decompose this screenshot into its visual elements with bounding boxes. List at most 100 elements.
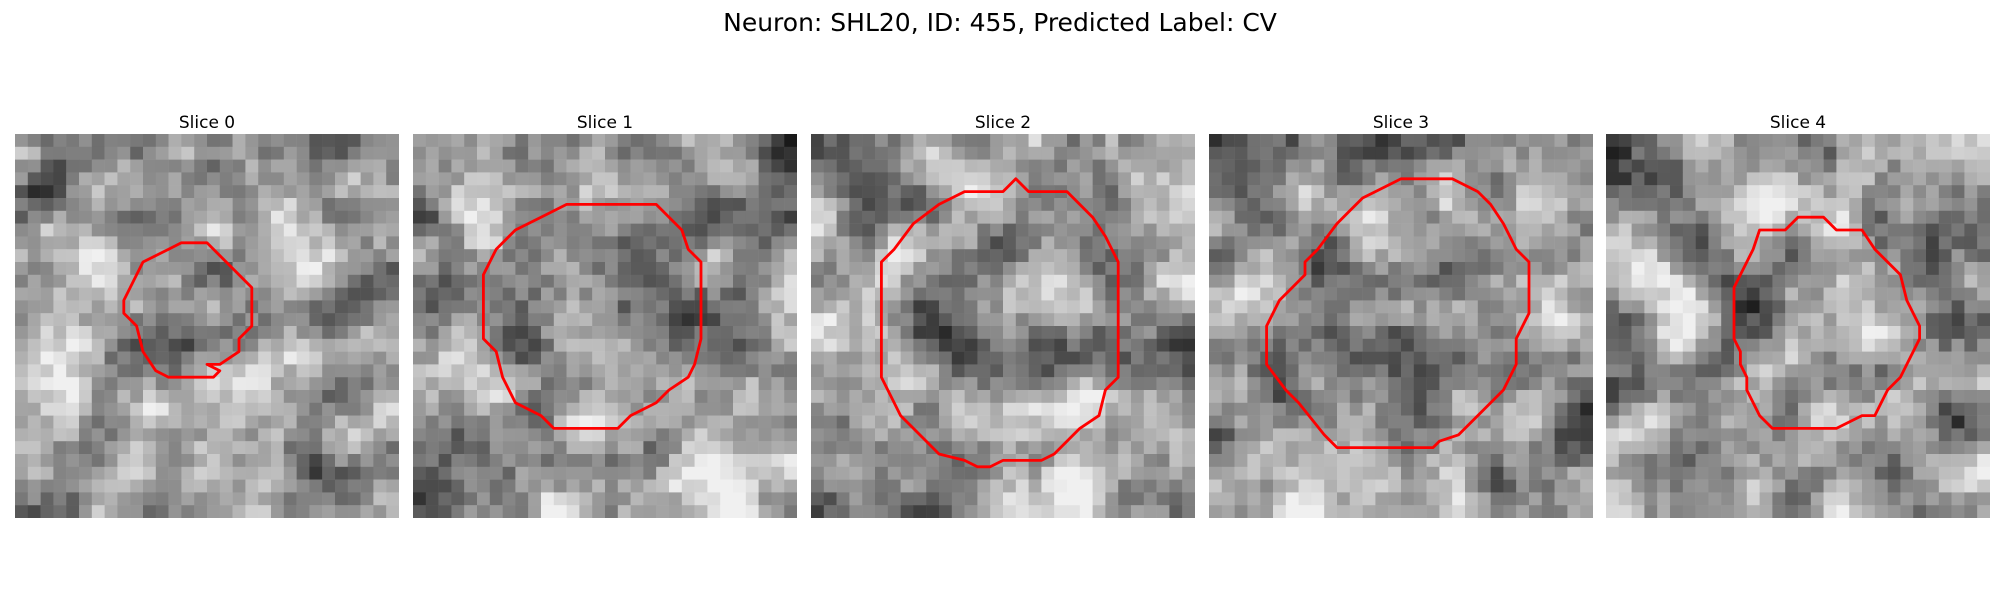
image-pixel xyxy=(1670,159,1684,173)
image-pixel xyxy=(964,210,978,224)
image-pixel xyxy=(1644,223,1658,237)
image-pixel xyxy=(1439,492,1453,506)
image-pixel xyxy=(1452,249,1466,263)
image-pixel xyxy=(1580,454,1593,468)
image-pixel xyxy=(1554,223,1568,237)
image-pixel xyxy=(875,466,889,480)
image-pixel xyxy=(1810,134,1824,148)
image-pixel xyxy=(219,223,233,237)
image-pixel xyxy=(617,351,631,365)
image-pixel xyxy=(1567,454,1581,468)
image-pixel xyxy=(1670,454,1684,468)
image-pixel xyxy=(541,262,555,276)
image-pixel xyxy=(553,210,567,224)
image-pixel xyxy=(15,326,29,340)
image-pixel xyxy=(887,390,901,404)
image-pixel xyxy=(155,146,169,160)
image-pixel xyxy=(771,326,785,340)
image-pixel xyxy=(1541,287,1555,301)
image-pixel xyxy=(823,326,837,340)
image-pixel xyxy=(900,441,914,455)
image-pixel xyxy=(630,466,644,480)
image-pixel xyxy=(1618,300,1632,314)
image-pixel xyxy=(53,428,67,442)
image-pixel xyxy=(438,390,452,404)
image-pixel xyxy=(1759,479,1773,493)
image-pixel xyxy=(1401,262,1415,276)
image-pixel xyxy=(117,338,131,352)
image-pixel xyxy=(862,479,876,493)
image-pixel xyxy=(926,210,940,224)
image-pixel xyxy=(1862,402,1876,416)
image-pixel xyxy=(1118,262,1132,276)
image-pixel xyxy=(477,134,491,148)
image-pixel xyxy=(155,351,169,365)
image-pixel xyxy=(733,415,747,429)
image-pixel xyxy=(1951,134,1965,148)
image-pixel xyxy=(1375,249,1389,263)
image-pixel xyxy=(681,172,695,186)
image-pixel xyxy=(1874,146,1888,160)
image-pixel xyxy=(592,428,606,442)
figure-title: Neuron: SHL20, ID: 455, Predicted Label:… xyxy=(723,8,1277,37)
image-pixel xyxy=(1580,390,1593,404)
image-pixel xyxy=(553,415,567,429)
image-pixel xyxy=(1349,428,1363,442)
image-pixel xyxy=(733,492,747,506)
image-pixel xyxy=(1209,505,1223,518)
image-pixel xyxy=(951,262,965,276)
image-pixel xyxy=(1028,441,1042,455)
image-pixel xyxy=(1964,262,1978,276)
image-pixel xyxy=(1439,236,1453,250)
image-pixel xyxy=(1682,249,1696,263)
image-pixel xyxy=(66,172,80,186)
image-pixel xyxy=(1606,338,1620,352)
image-pixel xyxy=(207,198,221,212)
image-pixel xyxy=(502,287,516,301)
image-pixel xyxy=(1067,300,1081,314)
image-pixel xyxy=(926,466,940,480)
image-pixel xyxy=(515,479,529,493)
image-pixel xyxy=(117,326,131,340)
image-pixel xyxy=(451,198,465,212)
image-pixel xyxy=(823,351,837,365)
image-pixel xyxy=(964,402,978,416)
image-pixel xyxy=(1708,390,1722,404)
image-pixel xyxy=(1067,236,1081,250)
image-pixel xyxy=(1746,351,1760,365)
image-pixel xyxy=(1209,402,1223,416)
image-pixel xyxy=(1298,466,1312,480)
image-pixel xyxy=(232,300,246,314)
image-pixel xyxy=(1092,351,1106,365)
image-pixel xyxy=(1554,262,1568,276)
image-pixel xyxy=(1516,390,1530,404)
image-pixel xyxy=(1221,134,1235,148)
image-pixel xyxy=(104,492,118,506)
image-pixel xyxy=(656,428,670,442)
image-pixel xyxy=(322,479,336,493)
image-pixel xyxy=(155,223,169,237)
image-pixel xyxy=(1913,428,1927,442)
image-pixel xyxy=(1644,377,1658,391)
image-pixel xyxy=(309,338,323,352)
image-pixel xyxy=(1388,338,1402,352)
image-pixel xyxy=(1452,402,1466,416)
image-pixel xyxy=(1105,236,1119,250)
image-pixel xyxy=(758,466,772,480)
image-pixel xyxy=(1951,364,1965,378)
image-pixel xyxy=(1810,274,1824,288)
image-pixel xyxy=(219,172,233,186)
image-pixel xyxy=(322,249,336,263)
image-pixel xyxy=(271,210,285,224)
image-pixel xyxy=(656,236,670,250)
image-pixel xyxy=(130,185,144,199)
image-pixel xyxy=(1785,274,1799,288)
image-pixel xyxy=(1708,223,1722,237)
image-pixel xyxy=(1439,466,1453,480)
image-pixel xyxy=(40,351,54,365)
image-pixel xyxy=(1067,287,1081,301)
image-pixel xyxy=(1169,198,1183,212)
image-pixel xyxy=(1836,300,1850,314)
image-pixel xyxy=(1156,351,1170,365)
image-pixel xyxy=(758,313,772,327)
